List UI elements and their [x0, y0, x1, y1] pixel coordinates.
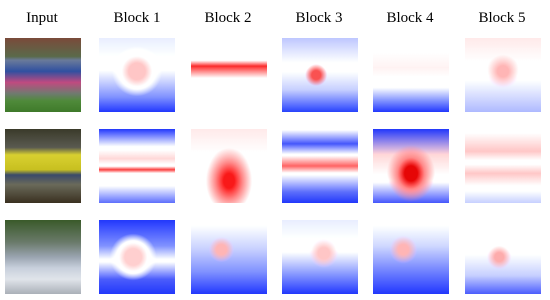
heatmap [465, 38, 541, 112]
heatmap [282, 38, 358, 112]
column-header: Block 5 [478, 10, 526, 26]
heatmap [191, 38, 267, 112]
heatmap [99, 38, 175, 112]
column-header: Block 3 [295, 10, 343, 26]
input-image [5, 220, 81, 294]
heatmap [99, 220, 175, 294]
input-image [5, 129, 81, 203]
column-header: Block 4 [386, 10, 434, 26]
heatmap [282, 220, 358, 294]
heatmap [465, 220, 541, 294]
column-header: Block 2 [204, 10, 252, 26]
heatmap [373, 38, 449, 112]
column-header: Block 1 [113, 10, 161, 26]
heatmap [373, 129, 449, 203]
heatmap [99, 129, 175, 203]
column-header: Input [26, 10, 58, 26]
heatmap [465, 129, 541, 203]
heatmap [191, 220, 267, 294]
heatmap [373, 220, 449, 294]
input-image [5, 38, 81, 112]
heatmap [282, 129, 358, 203]
heatmap [191, 129, 267, 203]
